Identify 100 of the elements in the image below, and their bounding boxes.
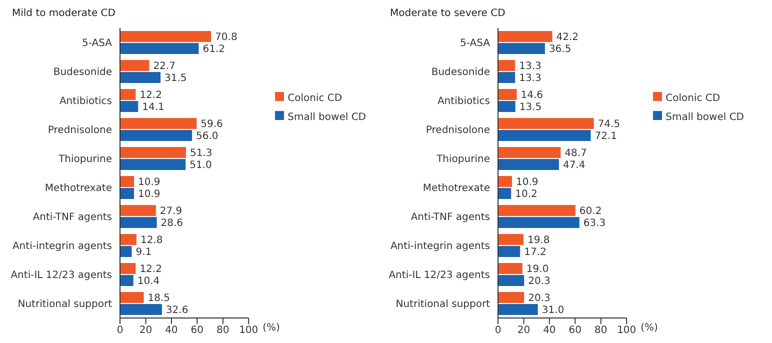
y-tick-label: Methotrexate xyxy=(422,183,490,194)
data-label: 10.9 xyxy=(138,189,160,200)
bar xyxy=(498,130,591,141)
data-label: 10.9 xyxy=(138,177,160,188)
data-label: 42.2 xyxy=(556,32,579,44)
data-label: 59.6 xyxy=(200,119,223,130)
data-label: 22.7 xyxy=(153,61,176,72)
y-tick-label: Nutritional support xyxy=(18,299,112,310)
bar xyxy=(120,60,150,71)
bar xyxy=(498,246,520,257)
y-tick-label: Thiopurine xyxy=(58,154,112,166)
data-label: 14.1 xyxy=(142,102,164,114)
bar xyxy=(498,43,545,54)
data-label: 10.4 xyxy=(137,276,160,288)
data-label: 51.0 xyxy=(190,160,212,172)
x-tick-label: 20 xyxy=(139,325,152,336)
bar xyxy=(120,205,156,216)
x-axis-title: (%) xyxy=(262,322,280,334)
y-tick-label: Budesonide xyxy=(53,67,112,78)
data-label: 56.0 xyxy=(196,131,218,142)
data-label: 48.7 xyxy=(564,148,587,160)
y-tick-label: Antibiotics xyxy=(437,96,490,108)
bar xyxy=(120,43,199,54)
y-tick-label: Anti-IL 12/23 agents xyxy=(10,270,112,282)
legend-label: Colonic CD xyxy=(666,93,720,104)
y-tick-label: Anti-integrin agents xyxy=(390,241,490,252)
bar xyxy=(120,234,136,245)
x-tick-label: 40 xyxy=(543,325,556,336)
x-tick-label: 80 xyxy=(594,325,608,336)
bar xyxy=(120,130,192,141)
y-tick-label: Prednisolone xyxy=(426,125,490,136)
x-tick-label: 100 xyxy=(239,325,258,336)
x-axis-title: (%) xyxy=(640,322,658,334)
chart-title: Mild to moderate CD xyxy=(12,8,116,19)
x-tick-label: 0 xyxy=(494,325,502,336)
data-label: 47.4 xyxy=(562,160,586,172)
data-label: 74.5 xyxy=(598,119,620,130)
y-tick-label: Anti-TNF agents xyxy=(410,212,490,224)
bar xyxy=(120,147,186,158)
bar xyxy=(498,118,594,129)
y-tick-label: Anti-TNF agents xyxy=(32,212,112,224)
bar xyxy=(498,101,516,112)
data-label: 13.5 xyxy=(519,102,542,114)
bar xyxy=(498,31,552,42)
data-label: 32.6 xyxy=(166,305,188,316)
x-tick-label: 60 xyxy=(190,325,204,336)
bar xyxy=(498,263,522,274)
bar xyxy=(498,89,517,100)
bar xyxy=(498,176,512,187)
bar xyxy=(498,60,516,71)
data-label: 12.2 xyxy=(140,90,162,102)
x-tick-label: 20 xyxy=(517,325,530,336)
data-label: 10.9 xyxy=(516,177,538,188)
data-label: 20.3 xyxy=(528,276,550,288)
bar xyxy=(120,176,134,187)
bar xyxy=(498,205,576,216)
y-tick-label: 5-ASA xyxy=(82,38,112,50)
y-tick-label: 5-ASA xyxy=(460,38,490,50)
bar xyxy=(120,159,186,170)
bar xyxy=(120,246,132,257)
bar xyxy=(498,217,580,228)
data-label: 60.2 xyxy=(579,206,602,218)
bar xyxy=(498,292,524,303)
bar xyxy=(120,304,162,315)
legend-label: Colonic CD xyxy=(288,93,342,104)
data-label: 12.8 xyxy=(140,235,163,246)
bar xyxy=(498,275,524,286)
data-label: 12.2 xyxy=(140,264,162,276)
legend-label: Small bowel CD xyxy=(288,112,366,123)
data-label: 13.3 xyxy=(519,73,542,84)
data-label: 19.0 xyxy=(526,264,549,276)
bar xyxy=(120,72,161,83)
y-tick-label: Thiopurine xyxy=(436,154,490,166)
bar xyxy=(120,101,138,112)
bar xyxy=(120,89,136,100)
bar xyxy=(120,217,157,228)
bar xyxy=(120,188,134,199)
y-tick-label: Prednisolone xyxy=(48,125,112,136)
bar xyxy=(120,275,134,286)
bar xyxy=(498,159,559,170)
y-tick-label: Antibiotics xyxy=(59,96,112,108)
data-label: 9.1 xyxy=(136,247,152,258)
x-tick-label: 100 xyxy=(617,325,636,336)
bar xyxy=(120,31,212,42)
bar xyxy=(120,118,197,129)
data-label: 17.2 xyxy=(524,247,546,258)
data-label: 36.5 xyxy=(548,44,572,56)
y-tick-label: Nutritional support xyxy=(396,299,490,310)
data-label: 31.0 xyxy=(542,305,564,316)
data-label: 10.2 xyxy=(515,189,538,200)
data-label: 13.3 xyxy=(519,61,542,72)
data-label: 19.8 xyxy=(527,235,550,246)
data-label: 14.6 xyxy=(520,90,544,102)
bar xyxy=(120,292,144,303)
y-tick-label: Methotrexate xyxy=(44,183,112,194)
bar xyxy=(498,147,561,158)
data-label: 70.8 xyxy=(215,32,238,44)
bar xyxy=(498,72,516,83)
data-label: 18.5 xyxy=(148,293,170,304)
bar xyxy=(120,263,136,274)
